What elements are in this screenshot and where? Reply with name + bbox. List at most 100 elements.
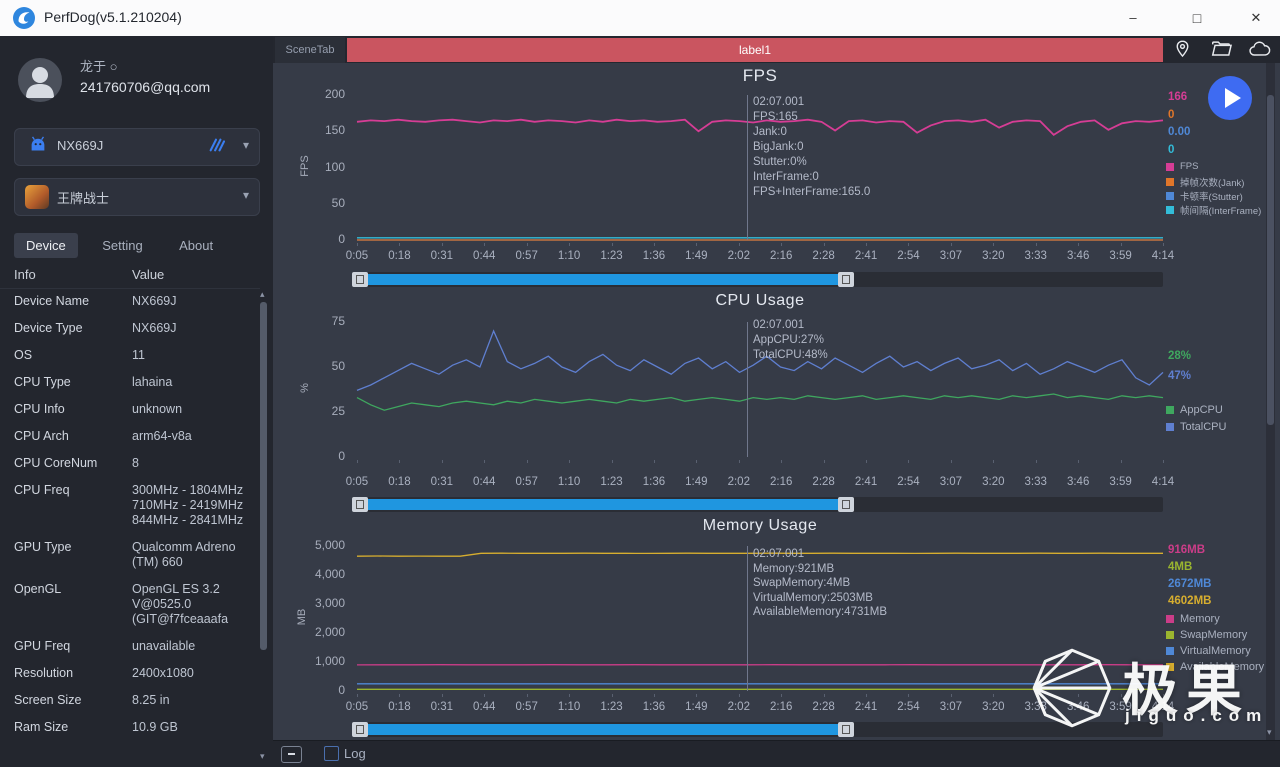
tooltip-line: AppCPU:27% xyxy=(753,334,824,346)
legend-color-swatch xyxy=(1166,178,1174,186)
table-row[interactable]: Ram Size 10.9 GB xyxy=(0,714,258,741)
tab-setting[interactable]: Setting xyxy=(102,238,143,253)
log-checkbox[interactable] xyxy=(324,746,339,761)
chart-title-0: FPS xyxy=(742,66,778,85)
tooltip-line: FPS:165 xyxy=(753,111,798,123)
table-row[interactable]: Screen Size 8.25 in xyxy=(0,687,258,714)
play-button[interactable] xyxy=(1208,76,1252,120)
x-axis-tickmark xyxy=(1035,694,1037,697)
x-axis-tick: 3:46 xyxy=(1066,701,1090,713)
vertical-scrollbar-thumb[interactable] xyxy=(1267,95,1274,425)
maximize-button[interactable]: □ xyxy=(1192,10,1202,26)
x-axis-tickmark xyxy=(1078,243,1080,246)
crosshair-line xyxy=(747,546,748,691)
cloud-icon[interactable] xyxy=(1248,40,1272,64)
legend-item[interactable]: AppCPU xyxy=(1166,404,1223,416)
table-scroll-down-icon[interactable]: ▾ xyxy=(260,751,265,761)
table-row[interactable]: CPU CoreNum 8 xyxy=(0,450,258,477)
x-axis-tickmark xyxy=(866,460,868,463)
legend-item[interactable]: 掉帧次数(Jank) xyxy=(1166,175,1244,189)
info-value: unavailable xyxy=(132,639,196,653)
current-value-卡顿率(Stutter): 0.00 xyxy=(1168,126,1191,138)
info-label: Device Type xyxy=(14,321,83,335)
legend-item[interactable]: SwapMemory xyxy=(1166,629,1247,641)
sidebar-tabs: Device Setting About xyxy=(14,233,233,259)
device-select[interactable]: NX669J ▾ xyxy=(14,128,260,166)
table-scroll-up-icon[interactable]: ▴ xyxy=(260,289,265,299)
x-axis-tick: 1:23 xyxy=(600,476,623,488)
table-row[interactable]: CPU Freq 300MHz - 1804MHz 710MHz - 2419MH… xyxy=(0,477,258,534)
label-banner[interactable]: label1 xyxy=(347,38,1163,62)
table-row[interactable]: Resolution 2400x1080 xyxy=(0,660,258,687)
table-row[interactable]: OS 11 xyxy=(0,342,258,369)
table-row[interactable]: CPU Type lahaina xyxy=(0,369,258,396)
table-row[interactable]: Device Type NX669J xyxy=(0,315,258,342)
table-row[interactable]: CPU Info unknown xyxy=(0,396,258,423)
legend-item[interactable]: AvailableMemory xyxy=(1166,661,1264,673)
legend-item[interactable]: Memory xyxy=(1166,613,1220,625)
x-axis-tickmark xyxy=(441,694,443,697)
chart-scrollbar-left-handle[interactable] xyxy=(352,722,368,737)
chart-tooltip: 02:07.001 Memory:921MB SwapMemory:4MB Virtu… xyxy=(753,548,887,622)
chart-scrollbar-right-handle[interactable] xyxy=(838,497,854,512)
tooltip-line: TotalCPU:48% xyxy=(753,349,828,361)
tab-device[interactable]: Device xyxy=(14,233,78,258)
chart-plot-1 xyxy=(356,329,1164,411)
app-select[interactable]: 王牌战士 ▾ xyxy=(14,178,260,216)
legend-item[interactable]: FPS xyxy=(1166,161,1198,172)
legend-item[interactable]: 帧间隔(InterFrame) xyxy=(1166,203,1261,217)
table-scrollbar[interactable] xyxy=(260,302,267,650)
x-axis-tickmark xyxy=(653,694,655,697)
table-row[interactable]: CPU Arch arm64-v8a xyxy=(0,423,258,450)
table-row[interactable]: GPU Freq unavailable xyxy=(0,633,258,660)
x-axis-tick: 0:44 xyxy=(473,250,496,262)
chart-title-1: CPU Usage xyxy=(715,292,805,309)
y-axis-tick: 50 xyxy=(331,195,345,210)
info-value: NX669J xyxy=(132,294,177,308)
x-axis-tick: 4:14 xyxy=(1151,701,1175,713)
chart-scrollbar-left-handle[interactable] xyxy=(352,272,368,287)
chevron-down-icon[interactable]: ▾ xyxy=(242,188,249,202)
chevron-down-icon[interactable]: ▾ xyxy=(242,138,249,152)
tab-about[interactable]: About xyxy=(179,238,214,253)
x-axis-tick: 2:28 xyxy=(812,701,835,713)
scene-tab[interactable]: SceneTab xyxy=(275,37,345,63)
crosshair-line xyxy=(747,322,748,457)
x-axis-tick: 3:33 xyxy=(1024,701,1047,713)
x-axis-tickmark xyxy=(866,694,868,697)
x-axis-tickmark xyxy=(611,460,613,463)
scroll-down-icon[interactable]: ▾ xyxy=(1267,727,1272,737)
chart-scrollbar-fill[interactable] xyxy=(368,724,838,735)
x-axis-tick: 0:31 xyxy=(430,701,454,713)
chart-scrollbar-fill[interactable] xyxy=(368,274,838,285)
sidebar: 龙于 ○ 241760706@qq.com NX669J ▾ 王牌战士 ▾ De… xyxy=(0,36,274,766)
chart-scrollbar-left-handle[interactable] xyxy=(352,497,368,512)
folder-icon[interactable] xyxy=(1210,38,1232,65)
charts-background xyxy=(273,63,1280,740)
x-axis-tick: 1:49 xyxy=(685,476,708,488)
tooltip-line: InterFrame:0 xyxy=(753,171,819,183)
location-pin-icon[interactable] xyxy=(1172,39,1193,65)
chart-scrollbar-fill[interactable] xyxy=(368,499,838,510)
close-button[interactable]: ✕ xyxy=(1250,10,1262,25)
info-value: Qualcomm Adreno (TM) 660 xyxy=(132,540,236,569)
info-value: 2400x1080 xyxy=(132,666,194,680)
x-axis-tickmark xyxy=(1163,694,1164,697)
chart-scrollbar-right-handle[interactable] xyxy=(838,272,854,287)
chart-tooltip: 02:07.001 AppCPU:27% TotalCPU:48% xyxy=(753,319,828,365)
table-row[interactable]: GPU Type Qualcomm Adreno (TM) 660 xyxy=(0,534,258,576)
chart-scrollbar-right-handle[interactable] xyxy=(838,722,854,737)
legend-item[interactable]: TotalCPU xyxy=(1166,421,1226,433)
legend-item[interactable]: 卡顿率(Stutter) xyxy=(1166,189,1243,203)
legend-item[interactable]: VirtualMemory xyxy=(1166,645,1251,657)
signal-icon[interactable] xyxy=(207,137,226,158)
x-axis-tickmark xyxy=(908,460,910,463)
x-axis-tick: 3:59 xyxy=(1109,476,1132,488)
table-row[interactable]: Device Name NX669J xyxy=(0,288,258,315)
panel-toggle-button[interactable] xyxy=(281,746,302,763)
x-axis-tick: 2:28 xyxy=(812,476,835,488)
minimize-button[interactable]: – xyxy=(1129,10,1137,25)
table-row[interactable]: OpenGL OpenGL ES 3.2 V@0525.0 (GIT@f7fcea… xyxy=(0,576,258,633)
chart-title-2: Memory Usage xyxy=(702,517,818,534)
